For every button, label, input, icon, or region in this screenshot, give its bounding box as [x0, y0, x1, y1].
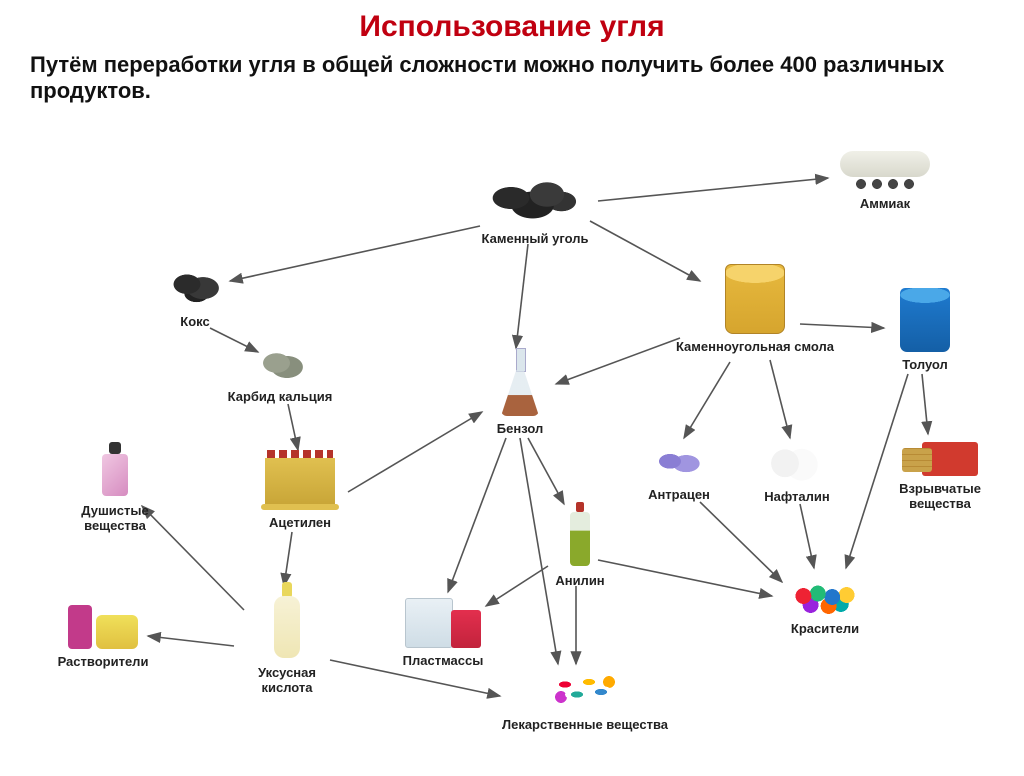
- dyes-label: Красители: [770, 621, 880, 636]
- toluene-label: Толуол: [880, 357, 970, 372]
- edge-carbide-acetylene: [288, 404, 298, 450]
- edge-acetylene-benzene: [348, 412, 482, 492]
- edge-tar-benzene: [556, 338, 680, 384]
- node-dyes: Красители: [770, 566, 880, 636]
- coke-icon: [155, 254, 235, 309]
- node-ammonia: Аммиак: [830, 146, 940, 211]
- acetylene-icon: [261, 450, 339, 510]
- aniline-icon: [566, 502, 594, 568]
- tar-label: Каменноугольная смола: [670, 339, 840, 354]
- toluene-icon: [900, 288, 950, 352]
- medicine-label: Лекарственные вещества: [500, 717, 670, 732]
- edge-naphthalene-dyes: [800, 504, 814, 568]
- node-explosives: Взрывчатые вещества: [880, 432, 1000, 511]
- node-solvents: Растворители: [48, 594, 158, 669]
- subtitle-text: Путём переработки угля в общей сложности…: [0, 44, 1024, 116]
- edge-tar-anthracene: [684, 362, 730, 438]
- solvents-label: Растворители: [48, 654, 158, 669]
- node-acetylene: Ацетилен: [250, 450, 350, 530]
- node-fragrances: Душистые вещества: [60, 442, 170, 533]
- coal-products-diagram: Каменный уголь Аммиак Кокс Карбид кальция Ка…: [0, 116, 1024, 776]
- node-benzene: Бензол: [480, 348, 560, 436]
- edge-acetic-solvents: [148, 636, 234, 646]
- edge-benzene-plastics: [448, 438, 506, 592]
- benzene-label: Бензол: [480, 421, 560, 436]
- node-acetic: Уксусная кислота: [232, 582, 342, 695]
- tar-icon: [725, 264, 785, 334]
- edge-coal-ammonia: [598, 178, 828, 201]
- edge-coal-coke: [230, 226, 480, 281]
- edge-tar-naphthalene: [770, 360, 790, 438]
- node-carbide: Карбид кальция: [220, 334, 340, 404]
- dyes-icon: [789, 566, 861, 616]
- solvents-icon: [68, 594, 138, 649]
- node-coke: Кокс: [150, 254, 240, 329]
- edge-toluene-explosives: [922, 374, 928, 434]
- node-plastics: Пластмассы: [388, 590, 498, 668]
- node-naphthalene: Нафталин: [752, 438, 842, 504]
- anthracene-label: Антрацен: [634, 487, 724, 502]
- coal-label: Каменный уголь: [470, 231, 600, 246]
- acetic-label: Уксусная кислота: [232, 665, 342, 695]
- explosives-label: Взрывчатые вещества: [880, 481, 1000, 511]
- edge-acetylene-acetic: [284, 532, 292, 586]
- edge-aniline-dyes: [598, 560, 772, 596]
- naphthalene-icon: [767, 438, 827, 484]
- ammonia-label: Аммиак: [830, 196, 940, 211]
- plastics-icon: [405, 590, 481, 648]
- node-tar: Каменноугольная смола: [670, 264, 840, 354]
- edge-coal-benzene: [516, 244, 528, 348]
- coke-label: Кокс: [150, 314, 240, 329]
- page-title: Использование угля: [0, 0, 1024, 44]
- fragrances-icon: [99, 442, 131, 498]
- medicine-icon: [545, 662, 625, 712]
- node-coal: Каменный уголь: [470, 156, 600, 246]
- coal-icon: [475, 156, 595, 226]
- node-aniline: Анилин: [540, 502, 620, 588]
- acetic-icon: [270, 582, 304, 660]
- aniline-label: Анилин: [540, 573, 620, 588]
- acetylene-label: Ацетилен: [250, 515, 350, 530]
- ammonia-icon: [835, 146, 935, 191]
- plastics-label: Пластмассы: [388, 653, 498, 668]
- benzene-icon: [498, 348, 542, 416]
- carbide-label: Карбид кальция: [220, 389, 340, 404]
- anthracene-icon: [649, 436, 709, 482]
- node-toluene: Толуол: [880, 288, 970, 372]
- naphthalene-label: Нафталин: [752, 489, 842, 504]
- node-anthracene: Антрацен: [634, 436, 724, 502]
- edge-benzene-aniline: [528, 438, 564, 504]
- fragrances-label: Душистые вещества: [60, 503, 170, 533]
- node-medicine: Лекарственные вещества: [500, 662, 670, 732]
- carbide-icon: [245, 334, 315, 384]
- explosives-icon: [902, 432, 978, 476]
